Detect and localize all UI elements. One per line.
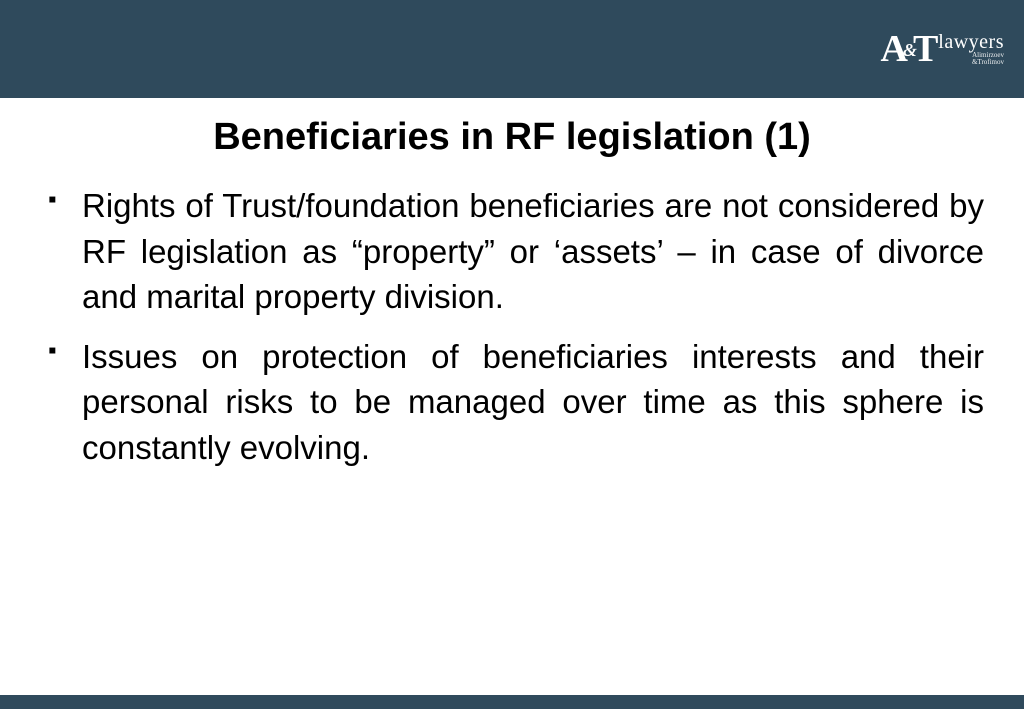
logo-main-word: lawyers bbox=[938, 33, 1004, 51]
logo-text-block: lawyers Alimirzoev &Trofimov bbox=[938, 33, 1004, 66]
logo-mark: A&T bbox=[880, 27, 936, 71]
footer-band bbox=[0, 695, 1024, 709]
logo-ampersand-icon: & bbox=[903, 40, 915, 60]
slide-content: Beneficiaries in RF legislation (1) Righ… bbox=[0, 98, 1024, 695]
slide-title: Beneficiaries in RF legislation (1) bbox=[40, 116, 984, 159]
list-item: Rights of Trust/foundation beneficiaries… bbox=[48, 183, 984, 320]
header-band: A&T lawyers Alimirzoev &Trofimov bbox=[0, 0, 1024, 98]
list-item: Issues on protection of beneficiaries in… bbox=[48, 334, 984, 471]
presentation-slide: A&T lawyers Alimirzoev &Trofimov Benefic… bbox=[0, 0, 1024, 709]
company-logo: A&T lawyers Alimirzoev &Trofimov bbox=[880, 27, 1004, 71]
logo-letter-t: T bbox=[913, 28, 936, 70]
logo-subtitle-2: &Trofimov bbox=[938, 59, 1004, 65]
bullet-list: Rights of Trust/foundation beneficiaries… bbox=[40, 183, 984, 470]
